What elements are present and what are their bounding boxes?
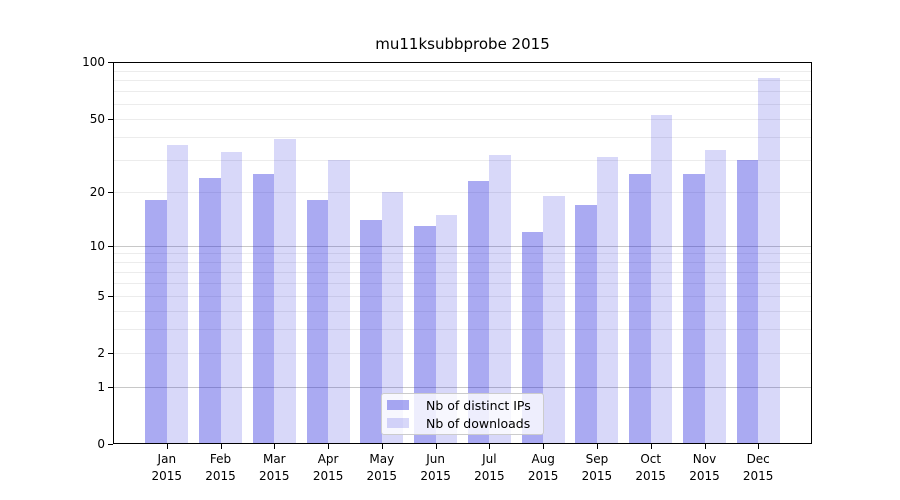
- xtick-label-aug: Aug 2015: [527, 452, 559, 483]
- xtick-mark-mar: [274, 444, 276, 449]
- bar-distinct-ips-mar: [252, 174, 275, 444]
- legend-label-distinct-ips: Nb of distinct IPs: [426, 397, 531, 413]
- xtick-label-dec: Dec 2015: [742, 452, 774, 483]
- ytick-label-20: 20: [89, 185, 105, 199]
- ytick-label-1: 1: [97, 379, 105, 394]
- ytick-mark-10: [108, 245, 113, 247]
- xtick-label-jul: Jul 2015: [474, 452, 505, 483]
- bar-downloads-oct: [650, 115, 673, 444]
- gridline-major-10: [113, 245, 812, 247]
- legend-swatch-distinct-ips: [387, 400, 409, 410]
- bar-downloads-dec: [758, 78, 780, 444]
- gridline-minor-7: [113, 271, 812, 273]
- legend-item-distinct-ips: Nb of distinct IPs: [387, 398, 538, 413]
- xtick-mark-aug: [543, 444, 545, 449]
- xtick-mark-oct: [650, 444, 652, 449]
- gridline-minor-70: [113, 91, 812, 93]
- bar-distinct-ips-nov: [683, 174, 705, 444]
- bar-distinct-ips-jul: [467, 180, 490, 444]
- ytick-mark-20: [108, 192, 113, 193]
- bar-downloads-mar: [274, 138, 296, 444]
- bar-downloads-jul: [489, 154, 511, 444]
- gridline-minor-40: [113, 136, 812, 138]
- xtick-mark-may: [381, 444, 383, 449]
- ytick-mark-0: [108, 444, 113, 445]
- bar-downloads-apr: [328, 159, 350, 444]
- bar-distinct-ips-aug: [521, 231, 544, 444]
- bar-distinct-ips-feb: [199, 177, 221, 444]
- legend: Nb of distinct IPs Nb of downloads: [381, 393, 544, 435]
- gridline-minor-4: [113, 310, 812, 312]
- ytick-label-2: 2: [97, 346, 105, 361]
- gridline-major-1: [113, 386, 812, 388]
- gridline-minor-6: [113, 282, 812, 284]
- ytick-mark-1: [108, 386, 113, 388]
- gridline-minor-30: [113, 159, 812, 161]
- bar-downloads-jan: [166, 145, 189, 444]
- xtick-mark-jan: [166, 444, 168, 449]
- xtick-label-nov: Nov 2015: [689, 452, 720, 483]
- gridline-minor-9: [113, 253, 812, 255]
- ytick-label-0: 0: [97, 437, 105, 451]
- bar-distinct-ips-dec: [736, 159, 759, 444]
- bar-downloads-aug: [543, 196, 565, 444]
- ytick-mark-2: [108, 353, 113, 355]
- bar-distinct-ips-oct: [629, 174, 651, 444]
- gridline-minor-8: [113, 262, 812, 264]
- xtick-label-sep: Sep 2015: [581, 452, 613, 483]
- gridline-minor-2: [113, 353, 812, 355]
- xtick-mark-jun: [435, 444, 437, 449]
- xtick-label-apr: Apr 2015: [312, 452, 344, 483]
- gridline-minor-50: [113, 118, 812, 120]
- ytick-label-5: 5: [97, 288, 105, 303]
- ytick-mark-100: [108, 62, 113, 63]
- bar-distinct-ips-may: [360, 219, 382, 444]
- ytick-mark-50: [108, 118, 113, 120]
- legend-swatch-downloads: [387, 418, 409, 428]
- ytick-mark-5: [108, 295, 113, 297]
- xtick-mark-nov: [704, 444, 706, 449]
- xtick-label-feb: Feb 2015: [205, 452, 236, 483]
- chart-title: mu11ksubbprobe 2015: [375, 35, 550, 53]
- gridline-minor-80: [113, 80, 812, 82]
- bar-downloads-feb: [220, 152, 242, 444]
- bar-downloads-may: [381, 192, 404, 444]
- gridline-minor-3: [113, 329, 812, 331]
- bar-downloads-nov: [704, 149, 726, 444]
- legend-item-downloads: Nb of downloads: [387, 416, 538, 431]
- gridline-minor-5: [113, 295, 812, 297]
- ytick-label-100: 100: [82, 55, 105, 69]
- xtick-label-may: May 2015: [366, 452, 398, 483]
- bar-distinct-ips-jun: [414, 225, 436, 444]
- xtick-label-jun: Jun 2015: [420, 452, 451, 483]
- xtick-mark-sep: [596, 444, 598, 449]
- gridline-minor-20: [113, 192, 812, 193]
- xtick-label-oct: Oct 2015: [635, 452, 666, 483]
- ytick-label-50: 50: [89, 111, 105, 126]
- xtick-label-mar: Mar 2015: [259, 452, 290, 483]
- bar-distinct-ips-sep: [575, 204, 597, 444]
- legend-label-downloads: Nb of downloads: [426, 415, 531, 431]
- bar-downloads-sep: [596, 157, 619, 444]
- gridline-minor-60: [113, 103, 812, 105]
- xtick-mark-jul: [489, 444, 491, 449]
- bar-downloads-jun: [435, 214, 458, 444]
- xtick-mark-apr: [328, 444, 330, 449]
- bar-distinct-ips-jan: [145, 200, 167, 444]
- xtick-mark-dec: [758, 444, 760, 449]
- bar-distinct-ips-apr: [306, 200, 329, 444]
- ytick-label-10: 10: [89, 238, 105, 253]
- xtick-mark-feb: [220, 444, 222, 449]
- gridline-minor-90: [113, 70, 812, 72]
- xtick-label-jan: Jan 2015: [151, 452, 183, 483]
